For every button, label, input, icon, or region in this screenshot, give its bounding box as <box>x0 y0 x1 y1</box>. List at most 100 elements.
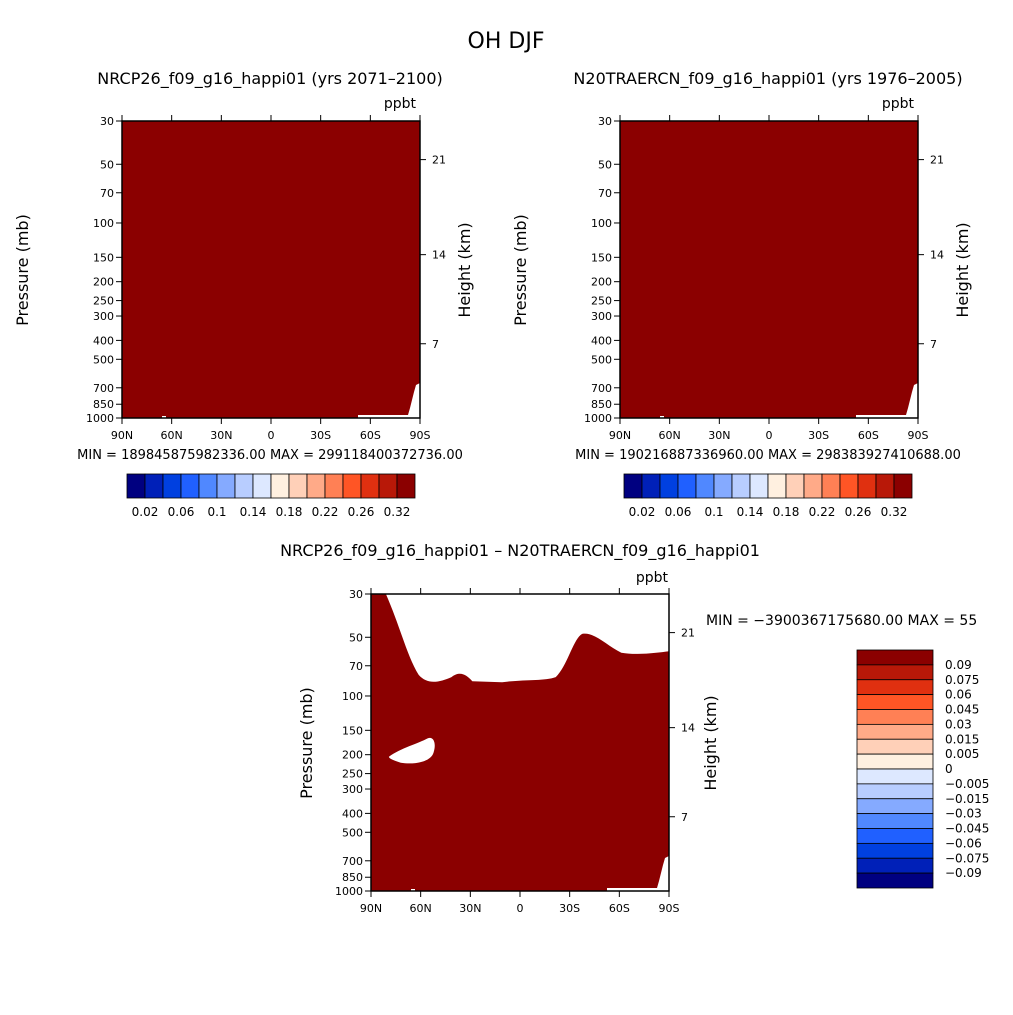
y-tick-label: 700 <box>93 382 114 395</box>
x-tick-label: 60S <box>360 429 381 442</box>
colorbar-swatch <box>180 473 200 499</box>
x-tick-label: 90N <box>360 902 382 915</box>
x-tick-label: 0 <box>268 429 275 442</box>
colorbar-swatch <box>856 783 934 800</box>
x-tick-label: 0 <box>766 429 773 442</box>
y-tick-label: 1000 <box>584 412 612 425</box>
panel-2-ylabel: Pressure (mb) <box>511 214 530 326</box>
panel-1-ylabel: Pressure (mb) <box>13 214 32 326</box>
y-tick-label: 200 <box>591 276 612 289</box>
colorbar-swatch <box>856 723 934 740</box>
x-tick-label: 90S <box>908 429 929 442</box>
colorbar-swatch <box>839 473 859 499</box>
y-tick-label: 850 <box>342 871 363 884</box>
colorbar-label: −0.03 <box>945 807 982 821</box>
x-tick-label: 90S <box>659 902 680 915</box>
colorbar-label: 0.02 <box>629 505 656 519</box>
colorbar-swatch <box>856 857 934 874</box>
y-tick-label: 200 <box>93 276 114 289</box>
y-tick-label: 50 <box>598 158 612 171</box>
x-tick-label: 30N <box>210 429 232 442</box>
panel-3-plot: 3050701001502002503004005007008501000211… <box>335 588 695 915</box>
y-tick-label: 1000 <box>335 885 363 898</box>
panel-2-minmax: MIN = 190216887336960.00 MAX = 298383927… <box>575 448 961 463</box>
x-tick-label: 60N <box>161 429 183 442</box>
panel-1-colorbar: 0.02 0.06 0.1 0.14 0.18 0.22 0.26 0.32 <box>126 473 416 519</box>
missing-data-region <box>607 856 669 891</box>
colorbar-swatch <box>396 473 416 499</box>
x-tick-label: 30S <box>808 429 829 442</box>
colorbar-label: 0.26 <box>845 505 872 519</box>
panel-2: N20TRAERCN_f09_g16_happi01 (yrs 1976–200… <box>511 69 972 519</box>
colorbar-swatch <box>856 679 934 696</box>
y-tick-label: 100 <box>342 690 363 703</box>
colorbar-label: 0.03 <box>945 717 972 731</box>
colorbar-swatch <box>856 694 934 710</box>
x-tick-label: 30N <box>708 429 730 442</box>
y-tick-label: 500 <box>93 353 114 366</box>
x-tick-label: 90S <box>410 429 431 442</box>
panel-3-units: ppbt <box>636 570 669 586</box>
colorbar-swatch <box>785 473 805 499</box>
colorbar-label: 0.18 <box>773 505 800 519</box>
y-tick-label: 1000 <box>86 412 114 425</box>
colorbar-swatch <box>857 473 877 499</box>
x-tick-label: 60N <box>659 429 681 442</box>
colorbar-swatch <box>324 473 344 499</box>
panel-2-units: ppbt <box>882 96 915 112</box>
missing-data-region <box>411 889 415 891</box>
missing-data-region <box>660 416 664 418</box>
colorbar-swatch <box>623 473 643 499</box>
y-tick-label: 400 <box>591 334 612 347</box>
colorbar-swatch <box>767 473 787 499</box>
y-tick-label: 250 <box>591 295 612 308</box>
panel-1-minmax: MIN = 189845875982336.00 MAX = 299118400… <box>77 448 463 463</box>
colorbar-swatch <box>252 473 272 499</box>
colorbar-swatch <box>695 473 715 499</box>
panel-2-ylabel-right: Height (km) <box>953 222 972 317</box>
y-tick-label: 100 <box>93 217 114 230</box>
y-tick-label: 70 <box>349 660 363 673</box>
x-tick-label: 60S <box>858 429 879 442</box>
panel-1-ylabel-right: Height (km) <box>455 222 474 317</box>
right-tick-label: 21 <box>681 627 695 640</box>
y-tick-label: 500 <box>342 826 363 839</box>
panel-2-plot: 3050701001502002503004005007008501000211… <box>584 115 944 442</box>
colorbar-label: 0.14 <box>737 505 764 519</box>
y-tick-label: 700 <box>591 382 612 395</box>
colorbar-swatch <box>126 473 146 499</box>
x-tick-label: 60S <box>609 902 630 915</box>
colorbar-label: 0.075 <box>945 673 979 687</box>
y-tick-label: 850 <box>93 398 114 411</box>
colorbar-swatch <box>856 828 934 844</box>
x-tick-label: 60N <box>410 902 432 915</box>
y-tick-label: 100 <box>591 217 612 230</box>
colorbar-label: 0.1 <box>207 505 226 519</box>
y-tick-label: 70 <box>598 187 612 200</box>
right-tick-label: 7 <box>930 338 937 351</box>
y-tick-label: 300 <box>93 310 114 323</box>
colorbar-label: 0.22 <box>809 505 836 519</box>
x-tick-label: 30N <box>459 902 481 915</box>
colorbar-label: −0.06 <box>945 836 982 850</box>
colorbar-swatch <box>856 768 934 785</box>
right-tick-label: 21 <box>930 154 944 167</box>
field-fill <box>122 121 420 418</box>
colorbar-label: 0.26 <box>348 505 375 519</box>
y-tick-label: 850 <box>591 398 612 411</box>
x-tick-label: 90N <box>609 429 631 442</box>
colorbar-swatch <box>641 473 661 499</box>
colorbar-swatch <box>270 473 290 499</box>
colorbar-label: 0.14 <box>240 505 267 519</box>
y-tick-label: 250 <box>342 768 363 781</box>
colorbar-swatch <box>659 473 679 499</box>
panel-1-units: ppbt <box>384 96 417 112</box>
colorbar-label: −0.005 <box>945 777 989 791</box>
colorbar-swatch <box>875 473 895 499</box>
panel-3-ylabel-right: Height (km) <box>701 695 720 790</box>
colorbar-label: −0.09 <box>945 866 982 880</box>
colorbar-swatch <box>144 473 164 499</box>
colorbar-swatch <box>856 798 934 815</box>
panel-1-title: NRCP26_f09_g16_happi01 (yrs 2071–2100) <box>97 69 443 89</box>
